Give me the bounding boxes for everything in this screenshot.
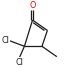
Text: O: O	[29, 1, 36, 10]
Text: Cl: Cl	[2, 36, 10, 45]
Text: Cl: Cl	[15, 58, 23, 67]
